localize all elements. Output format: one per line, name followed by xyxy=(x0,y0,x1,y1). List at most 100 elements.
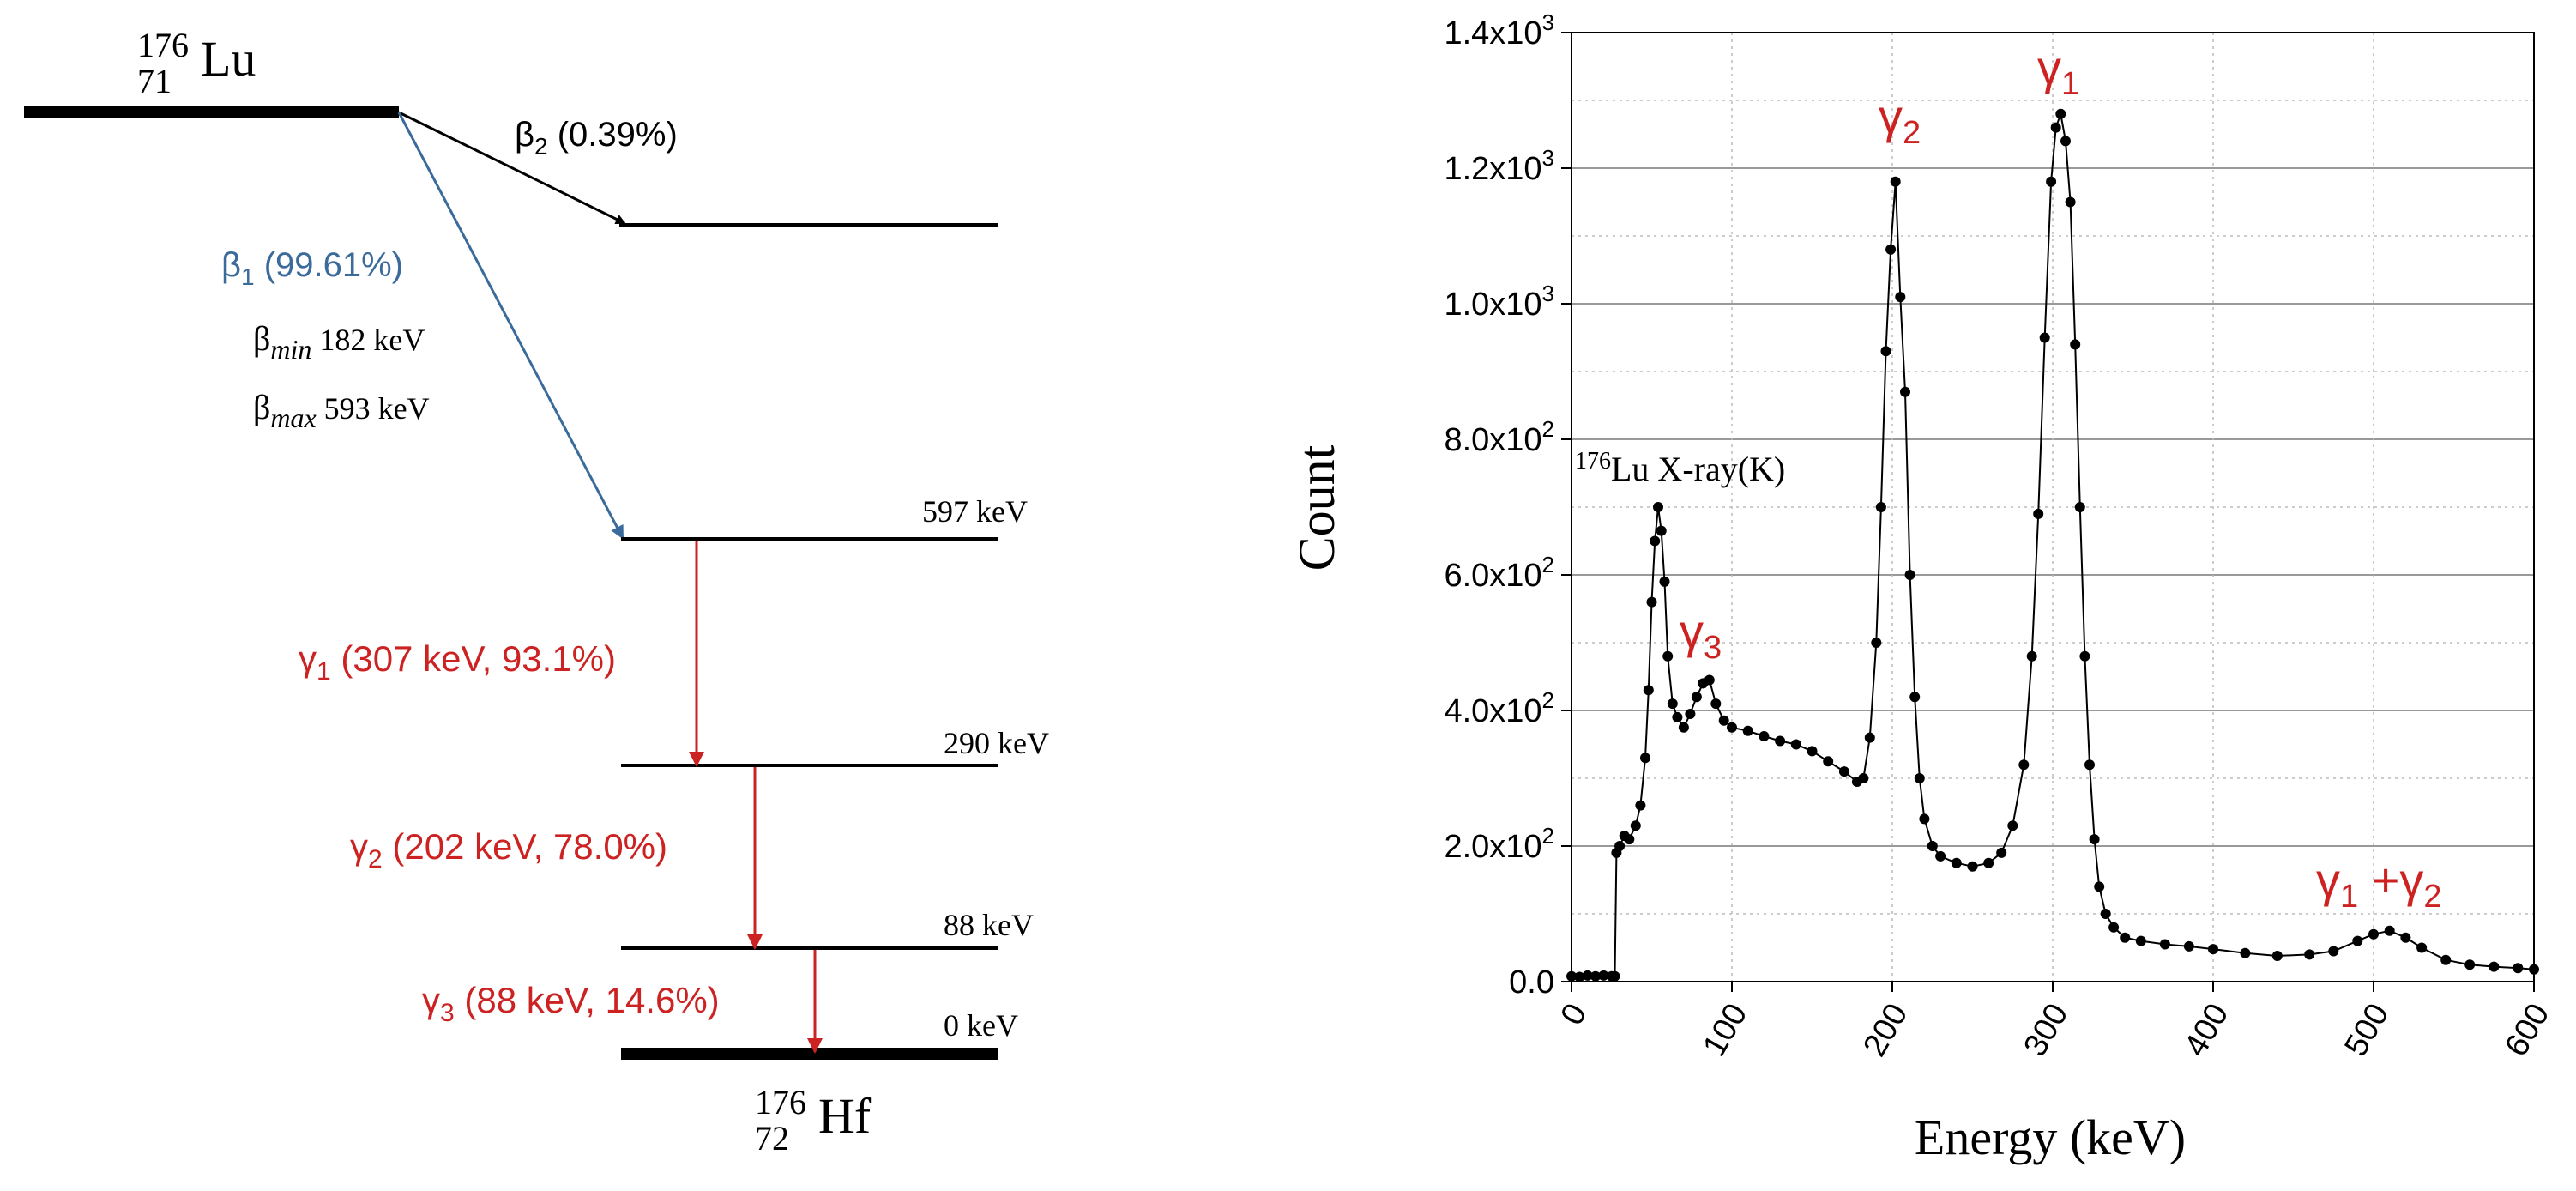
spectrum-point xyxy=(2060,136,2071,147)
spectrum-point xyxy=(2100,909,2111,919)
spectrum-point xyxy=(2074,502,2085,512)
spectrum-point xyxy=(1885,244,1897,255)
spectrum-point xyxy=(1718,715,1729,726)
spectrum-point xyxy=(1807,746,1818,757)
y-tick-label: 2.0x102 xyxy=(1444,823,1554,865)
xray-annotation: 176Lu X-ray(K) xyxy=(1575,448,1785,488)
spectrum-point xyxy=(1656,525,1667,536)
spectrum-point xyxy=(2055,108,2066,119)
beta-max-label: βmax 593 keV xyxy=(253,388,430,433)
spectrum-point xyxy=(1935,850,1946,862)
spectrum-point xyxy=(2416,942,2428,953)
spectrum-point xyxy=(1566,970,1577,982)
x-tick-label: 200 xyxy=(1856,998,1915,1063)
y-tick-label: 1.2x103 xyxy=(1444,145,1554,187)
daughter-symbol: Hf xyxy=(818,1088,872,1144)
spectrum-point xyxy=(1759,731,1770,741)
parent-nuclide-label: 176 Lu xyxy=(137,15,256,87)
spectrum-point xyxy=(2084,759,2095,771)
spectrum-point xyxy=(1691,692,1702,703)
gamma2-peak-annotation: γ2 xyxy=(1879,89,1921,151)
spectrum-point xyxy=(2328,946,2339,957)
level-597-label: 597 keV xyxy=(922,494,1028,529)
daughter-z: 72 xyxy=(755,1119,789,1158)
gamma1-label: γ1 (307 keV, 93.1%) xyxy=(299,638,616,686)
spectrum-point xyxy=(1996,847,2007,858)
spectrum-point xyxy=(2240,947,2251,958)
spectrum-point xyxy=(1875,502,1886,512)
spectrum-point xyxy=(1659,576,1670,587)
level-290-label: 290 keV xyxy=(944,726,1049,760)
spectrum-point xyxy=(1838,766,1849,777)
spectrum-point xyxy=(1640,753,1650,764)
y-tick-label: 1.0x103 xyxy=(1444,281,1554,323)
spectrum-point xyxy=(1704,674,1715,686)
spectrum-point xyxy=(2089,834,2100,845)
spectrum-point xyxy=(1900,386,1910,397)
spectrum-point xyxy=(2368,928,2379,940)
daughter-nuclide-label: 176 Hf xyxy=(755,1072,872,1144)
spectrum-point xyxy=(1653,502,1663,512)
beta2-label: β2 (0.39%) xyxy=(515,116,678,160)
decay-scheme: 176 Lu 71 β2 (0.39%) β1 (99.61%) βmin 18… xyxy=(24,15,1049,1158)
y-axis-ticks: 0.0 2.0x102 4.0x102 6.0x102 8.0x102 1.0x103 1.… xyxy=(1444,9,1572,1001)
parent-symbol: Lu xyxy=(201,31,256,87)
gamma1-peak-annotation: γ1 xyxy=(2037,40,2079,102)
spectrum-point xyxy=(1871,638,1882,648)
level-88-label: 88 keV xyxy=(944,908,1034,942)
spectrum-point xyxy=(1727,722,1737,733)
spectrum-point xyxy=(2489,961,2500,972)
beta1-label: β1 (99.61%) xyxy=(221,246,403,290)
spectrum-point xyxy=(1895,292,1906,303)
beta2-arrow xyxy=(398,111,626,225)
spectrum-point xyxy=(1775,735,1786,747)
spectrum-point xyxy=(2079,650,2090,662)
parent-mass: 176 xyxy=(137,26,189,64)
level-0-label: 0 keV xyxy=(944,1008,1018,1043)
spectrum-point xyxy=(2120,932,2131,943)
beta1-arrow xyxy=(397,112,624,540)
x-tick-label: 600 xyxy=(2498,998,2556,1063)
spectrum-point xyxy=(1650,535,1661,547)
spectrum-point xyxy=(2384,925,2395,936)
spectrum-point xyxy=(1914,773,1925,783)
spectrum-point xyxy=(2026,650,2037,662)
spectrum-point xyxy=(1790,739,1801,750)
spectrum-point xyxy=(2046,176,2057,187)
spectrum-point xyxy=(1646,596,1657,608)
spectrum-point xyxy=(2108,922,2120,933)
spectrum-point xyxy=(1864,732,1875,743)
spectrum-point xyxy=(1582,970,1593,981)
y-tick-label: 8.0x102 xyxy=(1444,416,1554,458)
x-axis-ticks: 0 100 200 300 400 500 600 xyxy=(1554,982,2556,1063)
spectrum-point xyxy=(1858,773,1869,783)
spectrum-chart: 0.0 2.0x102 4.0x102 6.0x102 8.0x102 1.0x103 1.… xyxy=(1288,9,2556,1165)
y-tick-label: 6.0x102 xyxy=(1444,552,1554,594)
spectrum-point xyxy=(2208,944,2218,955)
spectrum-point xyxy=(1904,570,1915,580)
spectrum-point xyxy=(1662,650,1674,662)
spectrum-point xyxy=(1590,970,1601,982)
spectrum-point xyxy=(2529,964,2539,975)
x-axis-label: Energy (keV) xyxy=(1915,1109,2186,1165)
spectrum-point xyxy=(2159,939,2170,950)
spectrum-point xyxy=(1967,861,1978,872)
spectrum-point xyxy=(1742,725,1753,736)
daughter-mass: 176 xyxy=(755,1083,806,1121)
gamma2-label: γ2 (202 keV, 78.0%) xyxy=(350,826,667,874)
spectrum-point xyxy=(1951,857,1962,868)
y-axis-label: Count xyxy=(1288,444,1345,571)
spectrum-point xyxy=(2183,940,2194,952)
spectrum-point xyxy=(2400,932,2411,943)
spectrum-point xyxy=(1685,709,1696,719)
spectrum-point xyxy=(1614,841,1626,851)
spectrum-point xyxy=(1609,970,1620,982)
spectrum-point xyxy=(2135,935,2146,946)
spectrum-point xyxy=(2018,759,2030,771)
spectrum-point xyxy=(1983,857,1994,868)
spectrum-point xyxy=(2304,949,2315,960)
spectrum-points xyxy=(1566,108,2539,982)
spectrum-point xyxy=(2352,935,2363,946)
y-tick-label: 4.0x102 xyxy=(1444,687,1554,729)
spectrum-point xyxy=(1574,971,1585,982)
